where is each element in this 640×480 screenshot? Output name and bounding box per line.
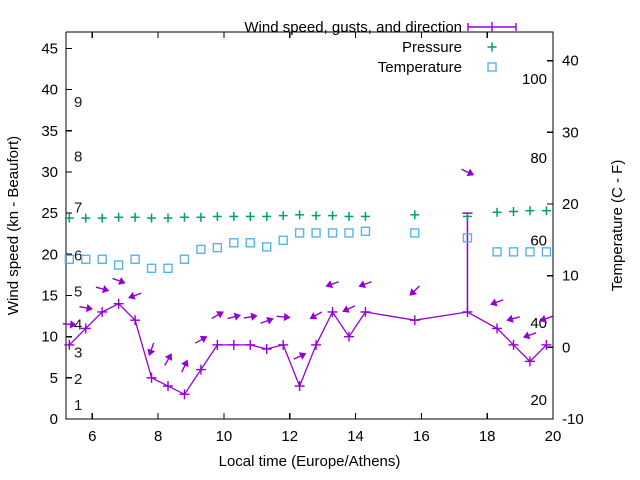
data-point-marker [410,228,420,238]
beaufort-scale-label: 4 [74,316,82,333]
pressure-scale-label: 60 [530,232,547,249]
data-point-marker [360,226,371,236]
y-tick-label: 10 [41,329,58,346]
y2-tick-label: 0 [562,339,570,356]
data-point-marker [130,254,140,264]
wind-direction-arrowhead [118,277,126,285]
beaufort-scale-label: 5 [74,284,82,301]
wind-direction-arrowhead [342,305,350,313]
wind-direction-arrowhead [466,168,475,177]
x-tick-label: 14 [347,428,364,445]
beaufort-scale-label: 6 [74,247,82,264]
x-tick-label: 10 [216,428,233,445]
y-tick-label: 15 [41,287,58,304]
data-point-marker [97,254,107,264]
wind-direction-arrowhead [266,316,274,325]
y2-tick-label: 30 [562,124,579,141]
data-point-marker [492,247,502,257]
wind-direction-arrowhead [298,352,307,360]
wind-direction-arrowhead [506,314,514,323]
wind-direction-arrowhead [539,314,547,323]
legend-label: Wind speed, gusts, and direction [244,19,462,36]
y2-tick-label: -10 [562,411,584,428]
x-tick-label: 20 [545,428,562,445]
y2-axis-title: Temperature (C - F) [609,160,626,292]
pressure-scale-label: 20 [530,392,547,409]
data-point-marker [113,260,124,270]
pressure-scale-label: 100 [522,71,547,88]
wind-direction-arrowhead [216,311,224,319]
data-point-marker [212,243,223,253]
y-tick-label: 30 [41,164,58,181]
data-point-marker [541,247,552,257]
wind-direction-arrowhead [309,312,318,320]
y2-tick-label: 40 [562,53,579,70]
y2-tick-label: 10 [562,268,579,285]
wind-direction-arrowhead [233,312,241,321]
data-point-marker [163,263,173,274]
data-point-marker [327,228,338,238]
beaufort-scale-label: 1 [74,397,82,414]
x-axis-title: Local time (Europe/Athens) [219,453,401,470]
data-point-marker [278,235,288,246]
beaufort-scale-label: 3 [74,344,82,361]
data-point-marker [508,247,519,257]
legend-label: Pressure [402,39,462,56]
y-tick-label: 45 [41,40,58,57]
data-point-marker [311,228,321,238]
beaufort-scale-label: 2 [74,371,82,388]
x-tick-label: 12 [281,428,298,445]
data-point-marker [179,254,190,264]
y2-tick-label: 20 [562,196,579,213]
data-point-marker [64,254,74,264]
x-tick-label: 8 [154,428,162,445]
y-axis-title: Wind speed (kn - Beaufort) [5,136,22,315]
wind-direction-arrowhead [147,348,156,356]
y-tick-label: 5 [50,370,58,387]
data-point-marker [146,263,157,274]
data-point-marker [462,233,473,243]
data-point-marker [196,244,206,255]
wind-direction-arrowhead [409,288,418,296]
wind-direction-arrowhead [358,280,366,289]
data-point-marker [262,242,272,252]
wind-direction-arrowhead [283,312,291,322]
y-tick-label: 20 [41,246,58,263]
legend-label: Temperature [378,59,462,76]
y-tick-label: 40 [41,82,58,99]
y-tick-label: 35 [41,123,58,140]
wind-direction-arrowhead [128,291,136,300]
data-point-marker [229,238,239,248]
beaufort-scale-label: 9 [74,94,82,111]
wind-direction-arrowhead [85,303,94,313]
y-tick-label: 0 [50,411,58,428]
data-point-marker [487,62,497,72]
wind-direction-arrowhead [199,335,208,344]
wind-direction-arrowhead [325,280,334,289]
wind-direction-arrowhead [181,359,189,368]
x-tick-label: 6 [88,428,96,445]
pressure-scale-label: 80 [530,150,547,167]
wind-direction-arrowhead [69,320,77,329]
x-tick-label: 16 [413,428,430,445]
beaufort-scale-label: 8 [74,149,82,166]
beaufort-scale-label: 7 [74,200,82,217]
wind-direction-arrowhead [250,312,258,321]
data-point-marker [81,254,91,264]
wind-direction-arrowhead [490,298,498,307]
data-point-marker [294,228,305,238]
wind-speed-line [68,302,547,396]
data-point-marker [344,228,354,238]
y-tick-label: 25 [41,205,58,222]
wind-direction-arrowhead [164,353,173,361]
wind-direction-arrowhead [522,331,531,340]
x-tick-label: 18 [479,428,496,445]
data-point-marker [525,247,535,257]
data-point-marker [245,238,255,248]
wind-direction-arrowhead [102,285,110,294]
